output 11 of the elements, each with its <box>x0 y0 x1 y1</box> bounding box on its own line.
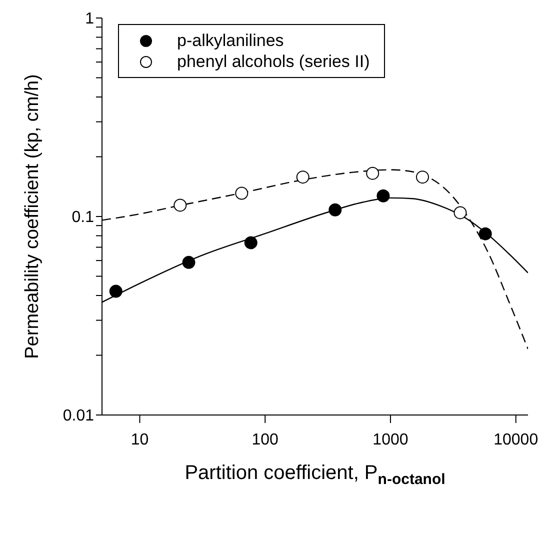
x-tick-label: 10000 <box>494 431 538 448</box>
y-tick-label: 0.01 <box>62 408 94 425</box>
y-axis-title: Permeability coefficient (kp, cm/h) <box>22 74 43 359</box>
y-tick-label: 1 <box>85 10 94 28</box>
x-axis-title: Partition coefficient, P$_{n-octanol}$ <box>184 462 446 488</box>
x-tick-label: 1000 <box>372 431 408 448</box>
y-tick-label: 0.1 <box>72 209 94 226</box>
legend-label: p-alkylanilines <box>177 30 284 51</box>
x-tick-label: 100 <box>252 431 279 448</box>
x-tick-label: 10 <box>130 431 149 448</box>
legend-label: phenyl alcohols (series II) <box>177 51 370 72</box>
